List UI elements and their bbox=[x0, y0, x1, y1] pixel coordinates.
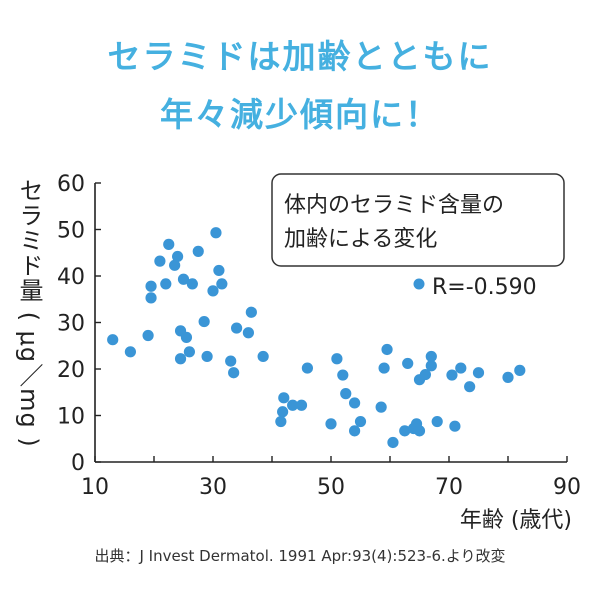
x-tick-label: 90 bbox=[553, 475, 581, 500]
x-tick-label: 30 bbox=[199, 475, 227, 500]
data-point bbox=[464, 381, 476, 393]
x-tick-label: 70 bbox=[435, 475, 463, 500]
data-point bbox=[160, 278, 172, 290]
data-point bbox=[107, 334, 119, 346]
data-point bbox=[277, 406, 289, 418]
x-axis-label: 年齢 (歳代) bbox=[460, 508, 572, 533]
headline-line-2: 年々減少傾向に！ bbox=[160, 95, 440, 134]
data-point bbox=[231, 322, 243, 334]
annotation-line-1: 体内のセラミド含量の bbox=[284, 193, 504, 218]
x-tick-label: 50 bbox=[317, 475, 345, 500]
data-point bbox=[446, 369, 458, 381]
legend: R=-0.590 bbox=[413, 275, 537, 300]
data-point bbox=[124, 346, 136, 358]
annotation-box: 体内のセラミド含量の 加齢による変化 bbox=[271, 173, 565, 267]
headline-line-1: セラミドは加齢とともに bbox=[107, 37, 493, 76]
data-point bbox=[145, 280, 157, 292]
y-tick-label: 50 bbox=[57, 219, 85, 244]
data-point bbox=[375, 401, 387, 413]
data-point bbox=[245, 306, 257, 318]
annotation-frame bbox=[271, 173, 565, 267]
data-point bbox=[472, 367, 485, 379]
data-point bbox=[295, 399, 308, 411]
data-point bbox=[502, 371, 514, 383]
data-point bbox=[169, 259, 181, 271]
data-point bbox=[142, 329, 154, 342]
data-point bbox=[425, 350, 437, 363]
data-point bbox=[275, 415, 287, 428]
data-point bbox=[381, 343, 393, 356]
data-point bbox=[278, 392, 290, 404]
data-point bbox=[349, 397, 361, 409]
y-axis-label: セラミド量 ( μg／mg ) bbox=[15, 178, 43, 448]
data-point bbox=[301, 362, 313, 374]
data-point bbox=[399, 425, 411, 437]
data-point bbox=[216, 278, 228, 290]
data-point bbox=[402, 357, 414, 370]
data-point bbox=[225, 355, 237, 367]
data-point bbox=[183, 346, 195, 358]
source-citation: 出典：J Invest Dermatol. 1991 Apr:93(4):523… bbox=[94, 547, 506, 565]
y-tick-label: 30 bbox=[57, 312, 85, 337]
data-point bbox=[145, 292, 157, 304]
data-point bbox=[154, 255, 166, 267]
data-point bbox=[449, 420, 461, 432]
data-point bbox=[207, 285, 219, 297]
data-point bbox=[172, 250, 184, 263]
data-point bbox=[413, 425, 426, 437]
legend-marker bbox=[413, 278, 425, 290]
data-point bbox=[180, 331, 193, 343]
data-point bbox=[387, 436, 399, 449]
data-point bbox=[177, 273, 190, 285]
annotation-line-2: 加齢による変化 bbox=[284, 227, 437, 252]
data-point bbox=[228, 367, 240, 379]
y-tick-label: 20 bbox=[57, 358, 85, 383]
data-point bbox=[331, 353, 343, 365]
data-point bbox=[354, 415, 367, 428]
data-point bbox=[514, 364, 526, 376]
data-point bbox=[213, 264, 225, 277]
data-point bbox=[201, 350, 213, 363]
data-point bbox=[287, 399, 299, 411]
data-point bbox=[337, 369, 349, 381]
x-tick-label: 10 bbox=[81, 475, 109, 500]
y-tick-label: 0 bbox=[71, 451, 85, 476]
data-point bbox=[198, 315, 210, 328]
data-point bbox=[242, 327, 254, 339]
data-point bbox=[186, 278, 198, 290]
data-point bbox=[425, 360, 437, 372]
data-point bbox=[163, 238, 175, 250]
data-point bbox=[349, 425, 361, 437]
data-point bbox=[325, 418, 337, 430]
data-point bbox=[192, 245, 204, 257]
chart-points bbox=[107, 227, 526, 449]
data-point bbox=[340, 388, 352, 400]
data-point bbox=[210, 227, 222, 239]
data-point bbox=[378, 362, 390, 374]
legend-label: R=-0.590 bbox=[432, 275, 537, 300]
data-point bbox=[431, 415, 443, 428]
y-tick-label: 10 bbox=[57, 405, 85, 430]
data-point bbox=[257, 350, 269, 363]
data-point bbox=[419, 368, 431, 381]
data-point bbox=[174, 353, 187, 365]
data-point bbox=[455, 362, 467, 374]
y-tick-label: 60 bbox=[57, 172, 85, 197]
y-tick-label: 40 bbox=[57, 265, 85, 290]
